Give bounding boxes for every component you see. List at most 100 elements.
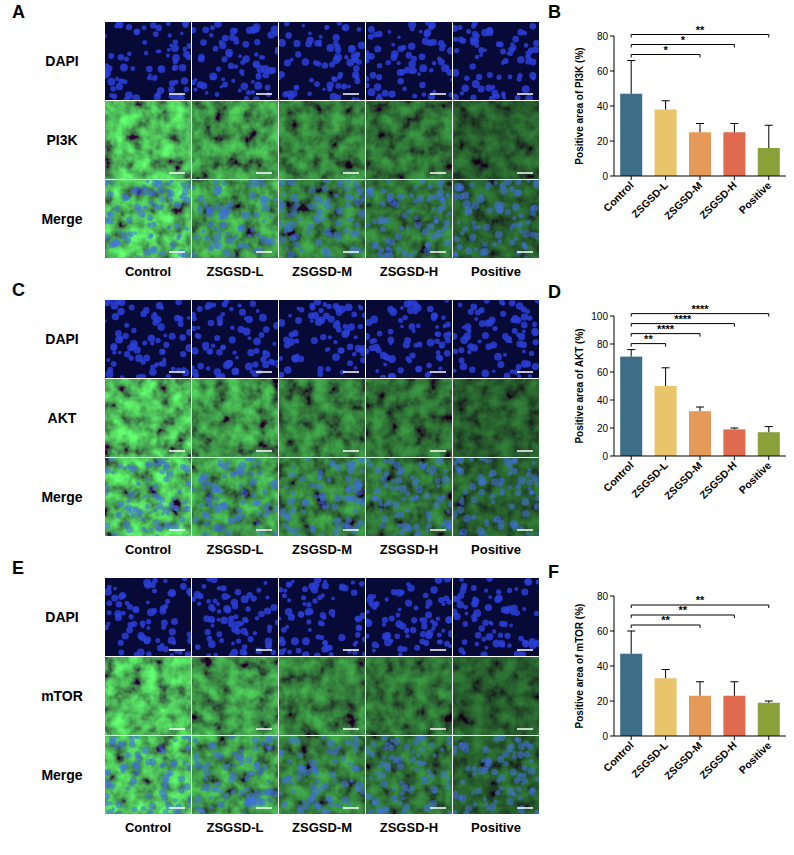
scale-bar — [256, 450, 272, 452]
nucleus — [335, 220, 341, 226]
nucleus — [354, 222, 359, 227]
nucleus — [351, 528, 358, 535]
nucleus — [500, 182, 507, 189]
nucleus — [127, 622, 133, 628]
nucleus — [108, 458, 115, 462]
nucleus — [155, 638, 160, 643]
nucleus — [163, 604, 168, 609]
nucleus — [144, 51, 149, 56]
nucleus — [493, 326, 498, 331]
nucleus — [288, 614, 295, 621]
nucleus — [177, 490, 181, 494]
nucleus — [448, 520, 452, 527]
nucleus — [289, 332, 295, 338]
nucleus — [419, 53, 426, 60]
nucleus — [459, 500, 465, 506]
nucleus — [206, 599, 211, 604]
nucleus — [423, 593, 429, 599]
nucleus — [120, 375, 125, 378]
nucleus — [230, 325, 235, 330]
nucleus — [514, 587, 518, 591]
nucleus — [111, 471, 115, 475]
nucleus — [460, 363, 468, 371]
nucleus — [333, 41, 339, 47]
nucleus — [180, 583, 187, 590]
nucleus — [472, 22, 478, 26]
nucleus — [536, 580, 539, 585]
nucleus — [302, 499, 309, 506]
image-background — [105, 22, 191, 100]
nucleus — [266, 642, 272, 648]
nucleus — [272, 532, 278, 536]
image-background — [192, 300, 278, 378]
nucleus — [478, 85, 485, 92]
nucleus — [314, 214, 322, 222]
nucleus — [355, 51, 361, 57]
nucleus — [332, 353, 340, 361]
nucleus — [316, 61, 322, 67]
nucleus — [534, 611, 539, 616]
nucleus — [509, 300, 516, 307]
nucleus — [194, 234, 200, 240]
nucleus — [501, 61, 505, 65]
nucleus — [262, 205, 269, 212]
nucleus — [249, 458, 256, 462]
nucleus — [113, 238, 120, 245]
nucleus — [453, 333, 457, 340]
nucleus — [270, 360, 276, 366]
nucleus — [211, 578, 218, 583]
nucleus — [429, 68, 434, 73]
nucleus — [384, 471, 390, 477]
scale-bar — [517, 529, 533, 531]
nucleus — [535, 497, 539, 501]
nucleus — [281, 627, 287, 633]
nucleus — [124, 56, 129, 61]
nucleus — [529, 351, 534, 356]
nucleus — [366, 333, 370, 340]
nucleus — [414, 645, 420, 651]
nucleus — [525, 54, 531, 60]
micrograph — [279, 578, 365, 656]
nucleus — [187, 480, 191, 484]
nucleus — [345, 303, 353, 311]
nucleus — [308, 628, 312, 632]
nucleus — [418, 462, 423, 467]
nucleus — [208, 222, 215, 229]
nucleus — [292, 465, 296, 469]
nucleus — [389, 486, 394, 491]
nucleus — [465, 206, 472, 213]
nucleus — [522, 85, 530, 93]
column-label: ZSGSD-M — [292, 542, 352, 557]
nucleus — [517, 222, 523, 228]
nucleus — [448, 630, 452, 637]
nucleus — [235, 466, 243, 474]
nucleus — [454, 236, 460, 242]
nucleus — [375, 467, 382, 474]
nucleus — [259, 332, 265, 338]
nucleus — [234, 64, 239, 69]
nucleus — [218, 524, 226, 532]
nucleus — [185, 506, 189, 510]
nucleus — [347, 495, 353, 501]
nucleus — [182, 252, 189, 258]
nucleus — [279, 210, 282, 214]
stain-dim — [366, 180, 452, 258]
nucleus — [216, 67, 221, 72]
nucleus — [186, 329, 191, 336]
nucleus — [173, 505, 179, 511]
nucleus — [438, 640, 443, 645]
nucleus — [149, 528, 153, 532]
nucleus — [393, 514, 397, 518]
nucleus — [322, 502, 330, 510]
nucleus — [436, 484, 440, 488]
nucleus — [236, 639, 241, 644]
nucleus — [214, 504, 221, 511]
nucleus — [525, 642, 529, 646]
nucleus — [258, 611, 265, 618]
nucleus — [129, 305, 135, 311]
nucleus — [265, 643, 271, 649]
nucleus — [155, 494, 161, 500]
nucleus — [494, 353, 502, 361]
nucleus — [240, 649, 247, 656]
nucleus — [472, 31, 478, 37]
